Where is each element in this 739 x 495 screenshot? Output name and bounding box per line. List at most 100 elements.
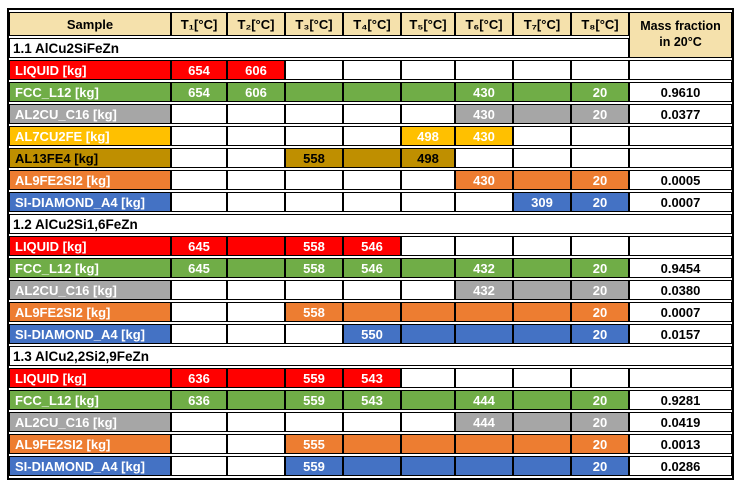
temp-cell-t4: 550 xyxy=(343,324,401,344)
temp-cell-t1 xyxy=(171,170,227,190)
mass-fraction-cell: 0.0377 xyxy=(629,104,732,124)
temp-cell-t6: 432 xyxy=(455,258,513,278)
section-row: 1.3 AlCu2,2Si2,9FeZn xyxy=(9,346,732,366)
temp-cell-t1 xyxy=(171,412,227,432)
temp-cell-t7 xyxy=(513,368,571,388)
temp-cell-t1: 645 xyxy=(171,258,227,278)
temp-cell-t5 xyxy=(401,258,455,278)
section-title: 1.3 AlCu2,2Si2,9FeZn xyxy=(9,346,732,366)
mass-fraction-cell: 0.0013 xyxy=(629,434,732,454)
temp-cell-t5 xyxy=(401,82,455,102)
phase-label-liquid: LIQUID [kg] xyxy=(9,368,171,388)
temp-cell-t4 xyxy=(343,280,401,300)
temp-cell-t3: 558 xyxy=(285,258,343,278)
phase-row-al13fe4: AL13FE4 [kg] 558 498 xyxy=(9,148,732,168)
temp-cell-t7 xyxy=(513,456,571,476)
temp-cell-t8 xyxy=(571,148,629,168)
phase-row-al9fe2si2: AL9FE2SI2 [kg] 555 20 0.0013 xyxy=(9,434,732,454)
phase-label-si-diamond-a4: SI-DIAMOND_A4 [kg] xyxy=(9,456,171,476)
section-title: 1.2 AlCu2Si1,6FeZn xyxy=(9,214,732,234)
temp-cell-t4: 543 xyxy=(343,390,401,410)
phase-label-si-diamond-a4: SI-DIAMOND_A4 [kg] xyxy=(9,192,171,212)
phase-label-al9fe2si2: AL9FE2SI2 [kg] xyxy=(9,434,171,454)
temp-cell-t8: 20 xyxy=(571,280,629,300)
mass-fraction-cell: 0.9281 xyxy=(629,390,732,410)
temp-cell-t3 xyxy=(285,170,343,190)
temp-cell-t3: 559 xyxy=(285,456,343,476)
temp-cell-t2 xyxy=(227,390,285,410)
temp-cell-t6 xyxy=(455,60,513,80)
temp-cell-t6 xyxy=(455,302,513,322)
temp-cell-t3 xyxy=(285,82,343,102)
temp-cell-t8: 20 xyxy=(571,324,629,344)
phase-row-si-diamond-a4: SI-DIAMOND_A4 [kg] 559 20 0.0286 xyxy=(9,456,732,476)
temp-cell-t2 xyxy=(227,170,285,190)
temp-cell-t7 xyxy=(513,390,571,410)
temp-cell-t5 xyxy=(401,236,455,256)
temp-cell-t6 xyxy=(455,434,513,454)
temp-cell-t2 xyxy=(227,258,285,278)
temp-cell-t5 xyxy=(401,60,455,80)
mass-fraction-cell: 0.0007 xyxy=(629,302,732,322)
mass-fraction-cell xyxy=(629,236,732,256)
temp-cell-t3 xyxy=(285,104,343,124)
mass-fraction-cell xyxy=(629,148,732,168)
temp-cell-t8: 20 xyxy=(571,170,629,190)
column-header-sample: Sample xyxy=(9,12,171,36)
phase-row-al9fe2si2: AL9FE2SI2 [kg] 430 20 0.0005 xyxy=(9,170,732,190)
temp-cell-t8: 20 xyxy=(571,302,629,322)
temp-cell-t4 xyxy=(343,60,401,80)
temp-cell-t7 xyxy=(513,236,571,256)
temp-cell-t3 xyxy=(285,412,343,432)
phase-label-al9fe2si2: AL9FE2SI2 [kg] xyxy=(9,170,171,190)
phase-row-al2cu-c16: AL2CU_C16 [kg] 432 20 0.0380 xyxy=(9,280,732,300)
temp-cell-t2 xyxy=(227,148,285,168)
temp-cell-t6: 430 xyxy=(455,104,513,124)
temp-cell-t5: 498 xyxy=(401,148,455,168)
temp-cell-t6: 430 xyxy=(455,170,513,190)
temp-cell-t8 xyxy=(571,236,629,256)
mass-header-line1: Mass fraction xyxy=(640,19,721,34)
phase-row-liquid: LIQUID [kg] 636 559 543 xyxy=(9,368,732,388)
header-row: Sample T₁[°C] T₂[°C] T₃[°C] T₄[°C] T₅[°C… xyxy=(9,12,732,58)
temp-cell-t3: 558 xyxy=(285,302,343,322)
phase-label-al13fe4: AL13FE4 [kg] xyxy=(9,148,171,168)
temp-cell-t3: 558 xyxy=(285,148,343,168)
temp-cell-t7 xyxy=(513,324,571,344)
column-header-t8: T₈[°C] xyxy=(571,12,629,36)
temp-cell-t6: 430 xyxy=(455,82,513,102)
temp-cell-t8: 20 xyxy=(571,434,629,454)
mass-fraction-cell: 0.0380 xyxy=(629,280,732,300)
temp-cell-t2 xyxy=(227,192,285,212)
temp-cell-t8: 20 xyxy=(571,104,629,124)
temp-cell-t2 xyxy=(227,434,285,454)
temp-cell-t5 xyxy=(401,434,455,454)
temp-cell-t6: 444 xyxy=(455,390,513,410)
temp-cell-t7 xyxy=(513,82,571,102)
temp-cell-t1 xyxy=(171,324,227,344)
column-header-mass-fraction: Mass fraction in 20°C xyxy=(629,12,732,58)
temp-cell-t2: 606 xyxy=(227,60,285,80)
phase-row-al2cu-c16: AL2CU_C16 [kg] 430 20 0.0377 xyxy=(9,104,732,124)
temp-cell-t1 xyxy=(171,104,227,124)
temp-cell-t5 xyxy=(401,390,455,410)
temp-cell-t4 xyxy=(343,434,401,454)
temp-cell-t1 xyxy=(171,434,227,454)
column-header-t7: T₇[°C] xyxy=(513,12,571,36)
temp-cell-t7 xyxy=(513,412,571,432)
temp-cell-t7 xyxy=(513,104,571,124)
phase-label-al9fe2si2: AL9FE2SI2 [kg] xyxy=(9,302,171,322)
temp-cell-t1 xyxy=(171,280,227,300)
phase-row-al9fe2si2: AL9FE2SI2 [kg] 558 20 0.0007 xyxy=(9,302,732,322)
temp-cell-t4 xyxy=(343,170,401,190)
temp-cell-t4: 546 xyxy=(343,258,401,278)
phase-label-al2cu-c16: AL2CU_C16 [kg] xyxy=(9,104,171,124)
phase-label-al2cu-c16: AL2CU_C16 [kg] xyxy=(9,412,171,432)
temp-cell-t1: 645 xyxy=(171,236,227,256)
temp-cell-t8: 20 xyxy=(571,390,629,410)
temp-cell-t1 xyxy=(171,148,227,168)
phase-label-liquid: LIQUID [kg] xyxy=(9,60,171,80)
temp-cell-t8: 20 xyxy=(571,192,629,212)
temp-cell-t4 xyxy=(343,148,401,168)
temp-cell-t5 xyxy=(401,456,455,476)
